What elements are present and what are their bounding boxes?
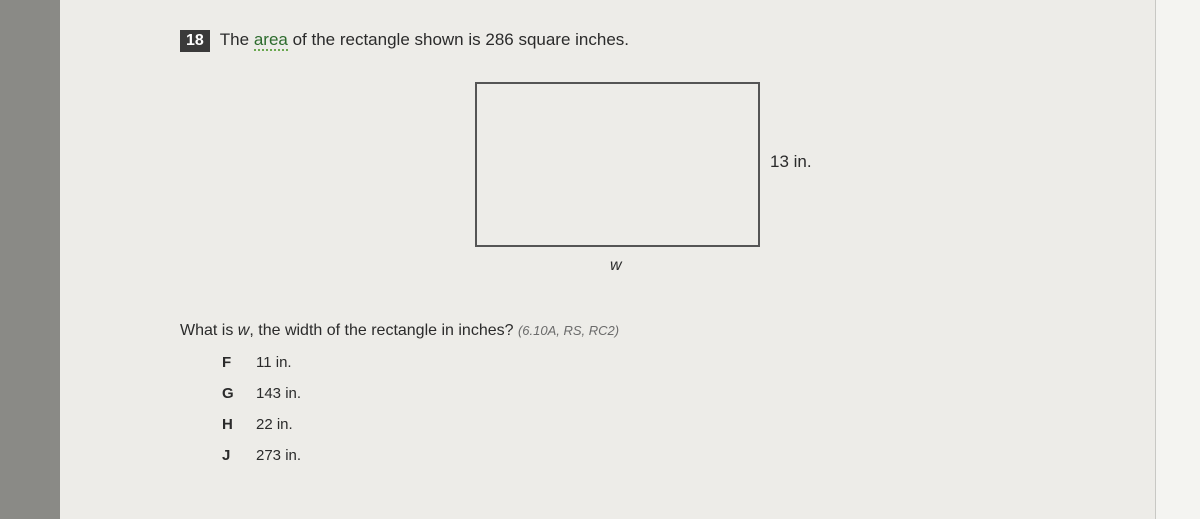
stem-prefix: The (220, 30, 254, 49)
subq-variable: w (238, 322, 250, 339)
stem-suffix: of the rectangle shown is 286 square inc… (288, 30, 629, 49)
choice-letter: H (222, 416, 238, 433)
choice-text: 11 in. (256, 354, 292, 371)
choice-text: 22 in. (256, 416, 293, 433)
standard-reference: (6.10A, RS, RC2) (518, 323, 619, 338)
right-page-edge (1155, 0, 1200, 519)
page-content: 18 The area of the rectangle shown is 28… (60, 0, 1155, 519)
choice-h[interactable]: H 22 in. (222, 416, 1105, 433)
choice-f[interactable]: F 11 in. (222, 354, 1105, 371)
choice-text: 143 in. (256, 385, 301, 402)
question-number: 18 (180, 30, 210, 52)
choice-g[interactable]: G 143 in. (222, 385, 1105, 402)
answer-choices: F 11 in. G 143 in. H 22 in. J 273 in. (222, 354, 1105, 464)
choice-letter: G (222, 385, 238, 402)
question-header: 18 The area of the rectangle shown is 28… (180, 30, 1105, 52)
diagram: 13 in. w (180, 72, 1105, 302)
choice-j[interactable]: J 273 in. (222, 447, 1105, 464)
question-stem: The area of the rectangle shown is 286 s… (220, 30, 629, 50)
height-label: 13 in. (770, 152, 812, 172)
choice-text: 273 in. (256, 447, 301, 464)
choice-letter: J (222, 447, 238, 464)
choice-letter: F (222, 354, 238, 371)
sub-question: What is w, the width of the rectangle in… (180, 322, 1105, 340)
width-label: w (610, 257, 622, 275)
rectangle-shape (475, 82, 760, 247)
subq-prefix: What is (180, 322, 238, 339)
subq-suffix: , the width of the rectangle in inches? (249, 322, 518, 339)
stem-underlined-term: area (254, 30, 288, 51)
